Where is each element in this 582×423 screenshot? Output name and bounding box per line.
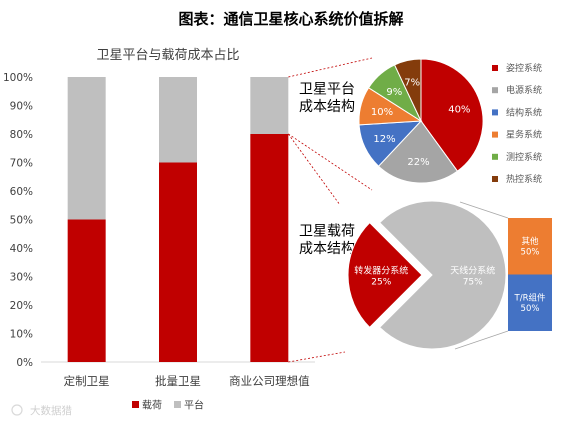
legend-label: 平台 bbox=[184, 399, 204, 412]
legend-label: 星务系统 bbox=[506, 129, 542, 141]
pie-slice-label: 10% bbox=[371, 107, 393, 118]
y-tick-label: 10% bbox=[10, 329, 33, 341]
y-tick-label: 40% bbox=[10, 243, 33, 255]
watermark-logo bbox=[11, 404, 23, 416]
bar-payload-1 bbox=[159, 162, 197, 362]
legend-swatch bbox=[492, 131, 498, 138]
bar-segment-label: T/R组件 50% bbox=[514, 292, 546, 314]
legend: 载荷 平台 bbox=[132, 399, 204, 412]
pie-slice-label: 天线分系统 75% bbox=[450, 264, 495, 287]
pie-slice bbox=[420, 58, 484, 172]
y-tick-label: 60% bbox=[10, 186, 33, 198]
pie-slice-label: 40% bbox=[448, 105, 470, 116]
x-tick-label: 定制卫星 bbox=[64, 374, 110, 388]
connector-line bbox=[459, 201, 509, 219]
y-axis: 0% 10% 20% 30% 40% 50% 60% 70% 80% 90% 100% bbox=[3, 72, 33, 369]
y-tick-label: 30% bbox=[10, 272, 33, 284]
y-tick-label: 0% bbox=[16, 357, 33, 369]
pie-slice bbox=[377, 120, 459, 184]
legend-label: 电源系统 bbox=[506, 84, 542, 96]
legend-swatch bbox=[132, 401, 139, 408]
pie-slice bbox=[393, 58, 422, 122]
connector-line bbox=[288, 351, 346, 363]
connector-line bbox=[454, 330, 509, 350]
connector-line bbox=[288, 133, 373, 191]
bar-payload-0 bbox=[67, 219, 106, 362]
legend-label: 载荷 bbox=[142, 400, 162, 412]
pie-slice-label: 12% bbox=[373, 134, 395, 145]
pie-slice-label: 转发器分系统 25% bbox=[354, 264, 408, 287]
bar-segment bbox=[508, 218, 552, 275]
legend-label: 测控系统 bbox=[506, 151, 542, 163]
payload-pie: 转发器分系统 25% 天线分系统 75% bbox=[347, 200, 507, 350]
bar-platform-1 bbox=[159, 77, 197, 163]
y-tick-label: 80% bbox=[10, 129, 33, 141]
y-tick-label: 20% bbox=[10, 300, 33, 312]
x-tick-label: 商业公司理想值 bbox=[229, 374, 310, 388]
legend-swatch bbox=[492, 65, 498, 71]
legend-label: 热控系统 bbox=[506, 173, 542, 185]
legend-swatch bbox=[492, 109, 498, 116]
bar-segment bbox=[508, 274, 552, 331]
pie-slice-label: 7% bbox=[404, 78, 420, 89]
tr-bar: T/R组件 50% 其他 50% bbox=[508, 218, 552, 331]
chart-title: 卫星平台与载荷成本占比 bbox=[96, 48, 239, 63]
legend-swatch bbox=[492, 153, 498, 160]
legend-label: 姿控系统 bbox=[506, 62, 542, 74]
y-tick-label: 50% bbox=[10, 215, 33, 227]
legend-swatch bbox=[492, 176, 498, 182]
pie-slice bbox=[378, 200, 507, 350]
platform-pie-title: 卫星平台成本结构 bbox=[299, 81, 355, 115]
bar-platform-2 bbox=[250, 77, 289, 134]
x-tick-label: 批量卫星 bbox=[155, 374, 201, 388]
legend-swatch bbox=[174, 401, 181, 408]
payload-pie-title: 卫星载荷成本结构 bbox=[299, 223, 355, 257]
bar-payload-2 bbox=[250, 134, 289, 362]
page-title: 图表：通信卫星核心系统价值拆解 bbox=[178, 10, 403, 28]
pie-slice-label: 9% bbox=[386, 87, 402, 98]
y-tick-label: 90% bbox=[10, 101, 33, 113]
pie-slice bbox=[347, 221, 423, 329]
bar-segment-label: 其他 50% bbox=[521, 236, 540, 258]
legend-swatch bbox=[492, 87, 498, 94]
y-tick-label: 100% bbox=[3, 72, 33, 84]
bars bbox=[67, 77, 289, 362]
pie-slice-label: 22% bbox=[407, 157, 429, 168]
y-tick-label: 70% bbox=[10, 158, 33, 170]
platform-pie: 40% 22% 12% 10% 9%7% bbox=[358, 58, 484, 184]
bar-platform-0 bbox=[67, 77, 106, 220]
connector-line bbox=[288, 57, 373, 78]
legend-label: 结构系统 bbox=[506, 106, 542, 118]
watermark-text: 大数据猎 bbox=[30, 404, 72, 417]
connector-line bbox=[288, 133, 341, 206]
